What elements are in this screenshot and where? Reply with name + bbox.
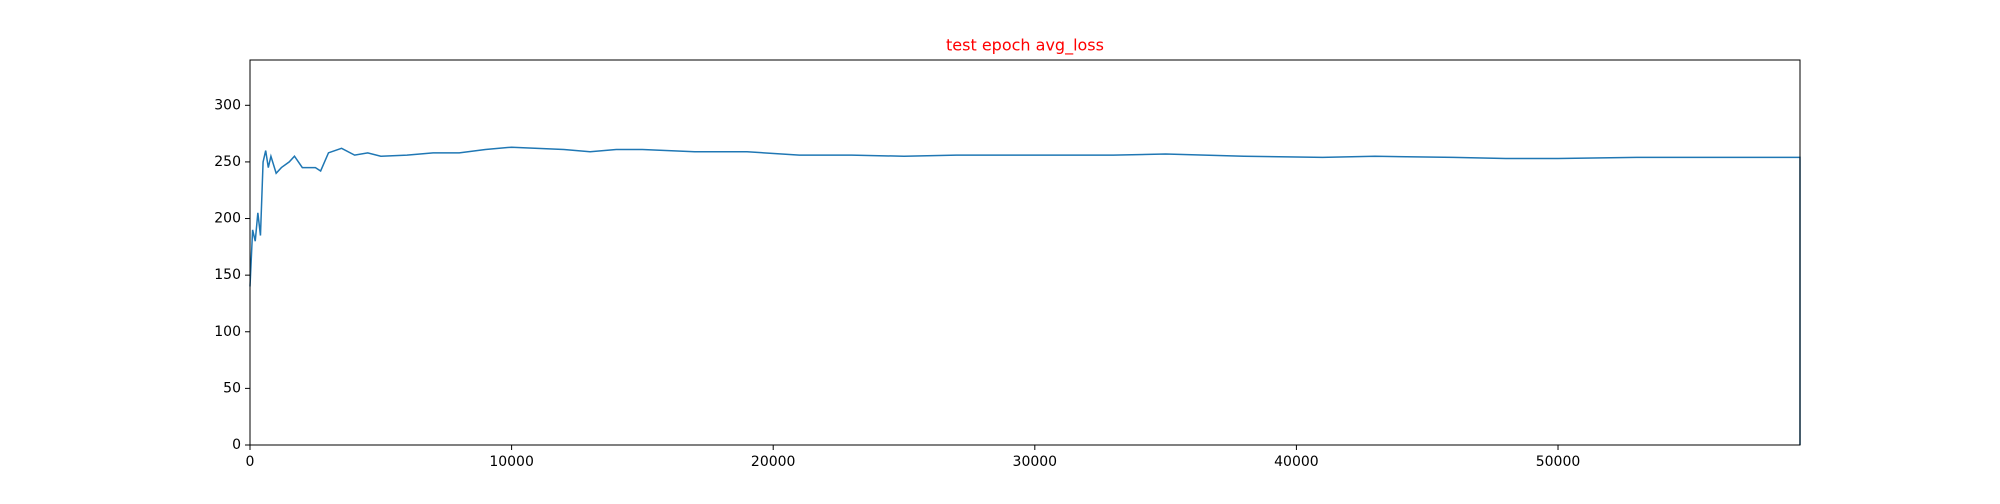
y-tick-label: 150	[214, 267, 241, 283]
x-tick-label: 0	[246, 454, 255, 470]
chart-title: test epoch avg_loss	[946, 36, 1104, 56]
x-tick-label: 40000	[1274, 454, 1319, 470]
x-tick-label: 20000	[751, 454, 796, 470]
x-tick-label: 30000	[1013, 454, 1058, 470]
y-tick-label: 300	[214, 97, 241, 113]
x-tick-label: 10000	[489, 454, 534, 470]
y-tick-label: 200	[214, 211, 241, 227]
y-tick-label: 50	[223, 380, 241, 396]
y-tick-label: 100	[214, 324, 241, 340]
plot-frame	[249, 59, 1801, 446]
y-tick-label: 0	[232, 437, 241, 453]
x-tick-label: 50000	[1536, 454, 1581, 470]
y-tick-label: 250	[214, 154, 241, 170]
line-series	[249, 146, 1801, 445]
